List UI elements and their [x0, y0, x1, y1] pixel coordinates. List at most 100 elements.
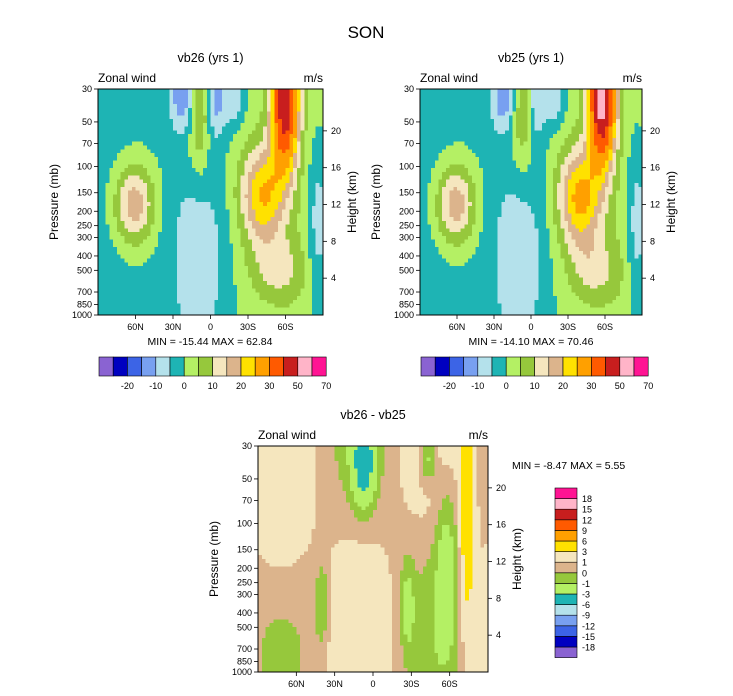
contour-cell [135, 232, 140, 237]
contour-cell [311, 205, 317, 211]
contour-cell [98, 205, 103, 211]
contour-cell [296, 92, 302, 98]
contour-cell [176, 198, 182, 203]
contour-cell [251, 311, 257, 316]
contour-cell [296, 247, 302, 252]
contour-cell [449, 250, 454, 256]
contour-cell [445, 111, 451, 116]
contour-cell [214, 269, 219, 275]
contour-cell [143, 190, 148, 196]
contour-cell [293, 130, 298, 135]
contour-cell [176, 183, 182, 188]
contour-cell [161, 205, 167, 211]
contour-cell [438, 134, 443, 139]
contour-cell [128, 89, 133, 94]
contour-cell [139, 307, 144, 312]
contour-cell [449, 126, 454, 132]
contour-cell [218, 292, 223, 297]
contour-cell [131, 137, 137, 143]
contour-cell [420, 277, 425, 282]
contour-cell [161, 311, 167, 316]
contour-cell [214, 160, 219, 165]
contour-cell [218, 209, 223, 214]
contour-cell [180, 186, 185, 192]
contour-cell [131, 92, 137, 98]
contour-cell [154, 134, 159, 139]
contour-cell [308, 281, 313, 286]
contour-cell [482, 153, 488, 158]
contour-cell [259, 96, 264, 101]
contour-cell [457, 100, 462, 105]
contour-cell [497, 266, 502, 271]
contour-cell [150, 243, 155, 248]
contour-cell [244, 179, 249, 184]
contour-cell [218, 254, 223, 260]
contour-cell [210, 224, 215, 229]
contour-cell [251, 198, 257, 203]
contour-cell [188, 284, 193, 290]
contour-cell [420, 190, 425, 196]
contour-cell [176, 269, 182, 275]
contour-cell [468, 205, 473, 211]
contour-cell [486, 224, 491, 229]
contour-cell [214, 258, 219, 263]
contour-cell [453, 213, 458, 218]
contour-cell [457, 202, 462, 207]
contour-cell [195, 288, 200, 293]
contour-cell [131, 296, 137, 301]
contour-cell [263, 149, 268, 154]
contour-cell [199, 296, 204, 301]
contour-cell [225, 205, 230, 211]
contour-cell [494, 194, 499, 199]
contour-cell [486, 126, 491, 132]
contour-cell [195, 134, 200, 139]
contour-cell [120, 292, 125, 297]
contour-cell [259, 145, 264, 150]
contour-cell [161, 171, 167, 177]
contour-cell [244, 89, 249, 94]
contour-cell [191, 303, 197, 309]
contour-cell [233, 273, 238, 278]
contour-cell [244, 220, 249, 226]
contour-cell [285, 164, 290, 169]
contour-cell [475, 115, 480, 120]
contour-cell [431, 104, 436, 109]
contour-cell [438, 141, 443, 147]
contour-cell [218, 224, 223, 229]
contour-cell [479, 194, 484, 199]
contour-cell [116, 164, 122, 169]
contour-cell [146, 149, 152, 154]
panel-title: vb26 (yrs 1) [178, 51, 244, 65]
contour-cell [240, 239, 245, 245]
contour-cell [98, 209, 103, 214]
contour-cell [135, 235, 140, 241]
contour-cell [203, 115, 208, 120]
contour-cell [308, 284, 313, 290]
contour-cell [296, 122, 302, 128]
contour-cell [468, 119, 473, 124]
contour-cell [293, 137, 298, 143]
contour-cell [180, 183, 185, 188]
contour-cell [154, 273, 159, 278]
contour-cell [191, 217, 197, 222]
contour-cell [319, 202, 324, 207]
contour-cell [128, 273, 133, 278]
contour-cell [311, 292, 317, 297]
contour-cell [135, 277, 140, 282]
contour-cell [475, 137, 480, 143]
contour-cell [289, 299, 294, 305]
contour-cell [158, 137, 163, 143]
contour-cell [173, 307, 178, 312]
contour-cell [475, 134, 480, 139]
contour-cell [300, 149, 305, 154]
contour-cell [139, 303, 144, 309]
contour-cell [270, 183, 275, 188]
contour-cell [445, 179, 451, 184]
contour-cell [300, 217, 305, 222]
contour-cell [169, 273, 174, 278]
contour-cell [150, 250, 155, 256]
contour-cell [479, 220, 484, 226]
contour-cell [497, 130, 502, 135]
contour-cell [135, 217, 140, 222]
contour-cell [274, 262, 279, 267]
